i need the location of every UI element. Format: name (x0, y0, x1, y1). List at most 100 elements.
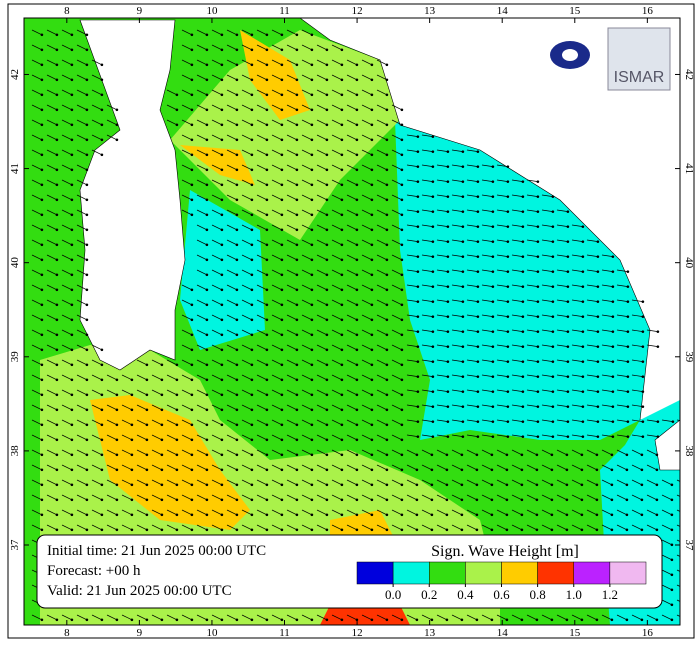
arrow-head (521, 375, 525, 378)
arrow (271, 44, 283, 51)
arrow-head (340, 438, 344, 442)
arrow-head (446, 300, 450, 303)
arrow-head (235, 63, 239, 67)
arrow (46, 299, 58, 306)
arrow-head (430, 528, 434, 532)
arrow (286, 209, 298, 216)
arrow-head (265, 318, 269, 322)
arrow-head (671, 420, 675, 423)
arrow (631, 464, 643, 471)
arrow (496, 314, 508, 317)
arrow (106, 509, 118, 516)
arrow-head (220, 153, 224, 157)
arrow (181, 509, 193, 516)
arrow-head (295, 213, 299, 217)
arrow-head (310, 258, 314, 262)
arrow (511, 239, 523, 242)
arrow-head (566, 330, 570, 333)
arrow (271, 434, 283, 441)
lon-tick-label: 16 (642, 627, 654, 639)
arrow (166, 359, 178, 366)
arrow-head (340, 348, 344, 352)
arrow (586, 464, 598, 471)
arrow (211, 494, 223, 501)
arrow-head (250, 153, 254, 157)
arrow (241, 119, 253, 126)
arrow (421, 194, 433, 197)
arrow-head (265, 198, 269, 202)
arrow-head (115, 378, 119, 382)
arrow (256, 224, 268, 231)
arrow-head (461, 315, 465, 318)
arrow-head (536, 255, 540, 258)
arrow-head (175, 93, 179, 97)
arrow-head (491, 240, 495, 243)
arrow-head (446, 225, 450, 228)
arrow (451, 299, 463, 302)
arrow (181, 209, 193, 216)
arrow (346, 89, 358, 96)
arrow-head (355, 63, 359, 67)
arrow (391, 614, 403, 621)
arrow (556, 224, 568, 227)
arrow-head (596, 315, 600, 318)
arrow-head (295, 453, 299, 457)
arrow (406, 449, 418, 456)
arrow-head (656, 435, 660, 438)
arrow (436, 359, 448, 362)
arrow-head (431, 240, 435, 243)
lon-tick-label: 10 (206, 5, 218, 17)
arrow (211, 59, 223, 66)
arrow (556, 479, 568, 486)
arrow-head (565, 618, 569, 622)
arrow (91, 449, 103, 456)
arrow (481, 494, 493, 501)
arrow (91, 509, 103, 516)
arrow (556, 299, 568, 302)
arrow (256, 239, 268, 246)
arrow-head (190, 318, 194, 322)
arrow-head (445, 468, 449, 472)
arrow (631, 614, 643, 621)
arrow (511, 254, 523, 257)
arrow-head (580, 468, 584, 472)
arrow (511, 449, 523, 456)
arrow (421, 269, 433, 272)
arrow-head (641, 435, 645, 438)
arrow (436, 524, 448, 531)
arrow-head (220, 513, 224, 517)
arrow-head (250, 453, 254, 457)
arrow (331, 209, 343, 216)
arrow (31, 464, 43, 471)
arrow-head (145, 378, 149, 382)
arrow (511, 374, 523, 377)
arrow-head (85, 498, 89, 502)
arrow (76, 44, 88, 51)
arrow-head (431, 375, 435, 378)
arrow-head (325, 438, 329, 442)
arrow-head (115, 498, 119, 502)
arrow-head (160, 468, 164, 472)
arrow-head (430, 498, 434, 502)
arrow-head (686, 513, 689, 516)
arrow-head (506, 210, 510, 213)
arrow-head (431, 315, 435, 318)
arrow-head (385, 63, 389, 67)
arrow (631, 389, 643, 392)
arrow-head (416, 375, 420, 378)
arrow (556, 374, 568, 377)
arrow (631, 419, 643, 422)
arrow (586, 509, 598, 516)
arrow (466, 239, 478, 242)
arrow (616, 269, 628, 272)
arrow (271, 224, 283, 231)
arrow (226, 209, 238, 216)
arrow (406, 239, 418, 242)
arrow-head (431, 255, 435, 258)
arrow (556, 209, 568, 212)
arrow-head (416, 225, 420, 228)
arrow (436, 479, 448, 486)
arrow-head (85, 213, 89, 217)
arrow (436, 404, 448, 407)
arrow-head (40, 348, 44, 352)
